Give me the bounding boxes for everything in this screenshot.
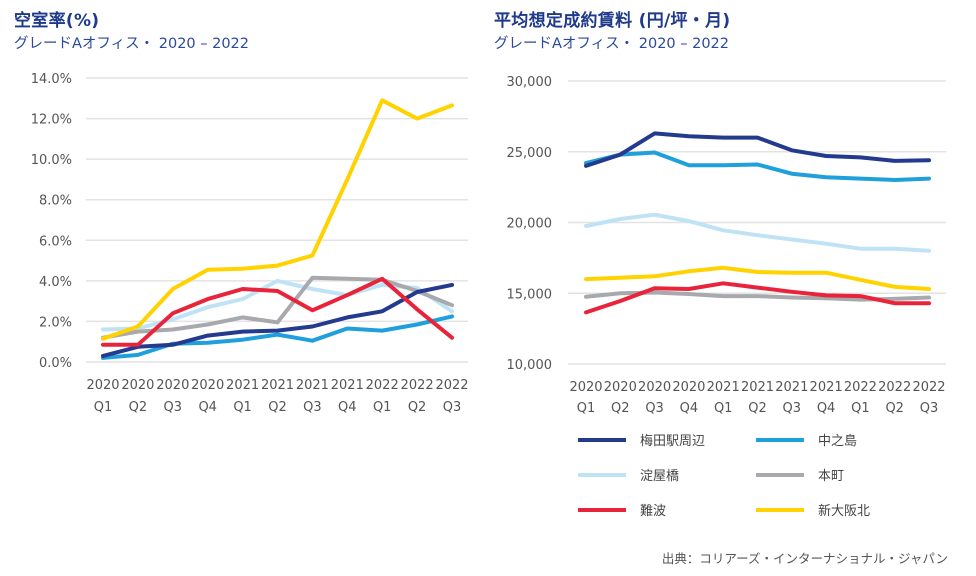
vacancy-x-tick-quarter: Q3 [443, 400, 462, 415]
vacancy-y-tick-label: 10.0% [31, 153, 72, 168]
rent-x-tick-quarter: Q1 [577, 401, 596, 416]
rent-y-tick-label: 15,000 [507, 287, 553, 302]
rent-x-tick-year: 2022 [912, 380, 945, 395]
rent-x-tick-quarter: Q1 [714, 401, 733, 416]
legend-swatch [756, 437, 804, 442]
rent-series-line-淀屋橋 [584, 212, 931, 253]
rent-x-tick-year: 2021 [707, 380, 740, 395]
rent-x-tick-quarter: Q2 [748, 401, 767, 416]
rent-y-tick-label: 20,000 [507, 217, 553, 232]
rent-x-tick-year: 2020 [569, 380, 602, 395]
vacancy-series-line-新大阪北 [101, 98, 454, 341]
legend-swatch [756, 507, 804, 512]
rent-x-tick-year: 2022 [844, 380, 877, 395]
legend-item: 新大阪北 [756, 500, 870, 519]
legend-label: 本町 [818, 469, 845, 484]
legend-label: 淀屋橋 [640, 469, 680, 484]
vacancy-series-line-難波 [101, 276, 454, 347]
rent-series-line-難波 [584, 281, 931, 315]
rent-chart-group: 10,000 15,000 20,000 25,000 30,000 2020 Q1 2020… [507, 75, 946, 416]
vacancy-x-tick-year: 2021 [226, 378, 259, 393]
rent-x-tick-year: 2022 [878, 380, 911, 395]
legend-item: 梅田駅周辺 [578, 430, 705, 449]
vacancy-chart-group: 0.0% 2.0% 4.0% 6.0% 8.0% 10.0% 12.0% 14.0% 2020 Q… [31, 72, 469, 415]
legend-label: 難波 [640, 504, 667, 519]
vacancy-x-tick-year: 2020 [191, 378, 224, 393]
source-note: 出典：コリアーズ・インターナショナル・ジャパン [661, 551, 948, 566]
legend-item: 淀屋橋 [578, 465, 679, 484]
vacancy-y-tick-label: 2.0% [39, 315, 72, 330]
legend-item: 中之島 [756, 430, 857, 449]
legend-label: 新大阪北 [818, 504, 871, 519]
vacancy-chart-title: 空室率(%) [14, 11, 100, 31]
vacancy-x-tick-year: 2020 [121, 378, 154, 393]
vacancy-y-tick-label: 6.0% [39, 234, 72, 249]
legend-item: 難波 [578, 500, 666, 519]
rent-x-tick-quarter: Q2 [611, 401, 630, 416]
rent-x-tick-year: 2020 [638, 380, 671, 395]
rent-x-tick-year: 2020 [604, 380, 637, 395]
rent-x-tick-quarter: Q3 [783, 401, 802, 416]
rent-x-tick-year: 2021 [741, 380, 774, 395]
rent-series-line-梅田駅周辺 [584, 131, 931, 168]
legend-swatch [578, 437, 626, 442]
legend-swatch [578, 472, 626, 477]
vacancy-x-tick-year: 2022 [435, 378, 468, 393]
rent-chart-subtitle: グレードAオフィス・ 2020 – 2022 [494, 36, 730, 52]
vacancy-x-tick-quarter: Q2 [129, 400, 148, 415]
vacancy-x-tick-quarter: Q2 [268, 400, 287, 415]
legend-label: 梅田駅周辺 [640, 434, 706, 449]
legend-item: 本町 [756, 465, 844, 484]
vacancy-series-line-本町 [101, 275, 454, 340]
vacancy-series-line-梅田駅周辺 [101, 282, 454, 358]
vacancy-x-tick-quarter: Q4 [338, 400, 357, 415]
rent-x-tick-year: 2020 [672, 380, 705, 395]
rent-y-tick-label: 30,000 [507, 75, 553, 90]
vacancy-x-tick-quarter: Q2 [408, 400, 427, 415]
vacancy-x-tick-quarter: Q1 [233, 400, 252, 415]
vacancy-x-tick-quarter: Q3 [164, 400, 183, 415]
vacancy-x-tick-quarter: Q1 [373, 400, 392, 415]
rent-x-tick-quarter: Q4 [817, 401, 836, 416]
rent-series-line-中之島 [584, 150, 931, 182]
vacancy-x-tick-year: 2020 [156, 378, 189, 393]
rent-x-tick-quarter: Q3 [645, 401, 664, 416]
vacancy-y-tick-label: 0.0% [39, 356, 72, 371]
vacancy-x-tick-quarter: Q4 [198, 400, 217, 415]
rent-chart-title: 平均想定成約賃料 (円/坪・月) [494, 11, 731, 31]
vacancy-y-tick-label: 12.0% [31, 113, 72, 128]
vacancy-y-tick-label: 14.0% [31, 72, 72, 87]
vacancy-x-tick-year: 2022 [366, 378, 399, 393]
vacancy-x-tick-year: 2020 [86, 378, 119, 393]
rent-y-tick-label: 25,000 [507, 146, 553, 161]
vacancy-x-tick-year: 2021 [296, 378, 329, 393]
legend-label: 中之島 [818, 434, 858, 449]
legend-swatch [756, 472, 804, 477]
rent-x-tick-year: 2021 [775, 380, 808, 395]
rent-x-tick-quarter: Q2 [885, 401, 904, 416]
vacancy-x-tick-year: 2021 [261, 378, 294, 393]
rent-x-tick-quarter: Q3 [920, 401, 939, 416]
vacancy-x-tick-quarter: Q1 [94, 400, 113, 415]
vacancy-x-tick-quarter: Q3 [303, 400, 322, 415]
vacancy-y-tick-label: 8.0% [39, 194, 72, 209]
vacancy-chart-subtitle: グレードAオフィス・ 2020 – 2022 [14, 36, 250, 52]
rent-series-line-新大阪北 [584, 265, 931, 291]
rent-y-tick-label: 10,000 [507, 358, 553, 373]
rent-x-tick-year: 2021 [810, 380, 843, 395]
vacancy-y-tick-label: 4.0% [39, 275, 72, 290]
legend-swatch [578, 507, 626, 512]
vacancy-x-tick-year: 2022 [401, 378, 434, 393]
rent-x-tick-quarter: Q4 [680, 401, 699, 416]
vacancy-x-tick-year: 2021 [331, 378, 364, 393]
rent-x-tick-quarter: Q1 [851, 401, 870, 416]
